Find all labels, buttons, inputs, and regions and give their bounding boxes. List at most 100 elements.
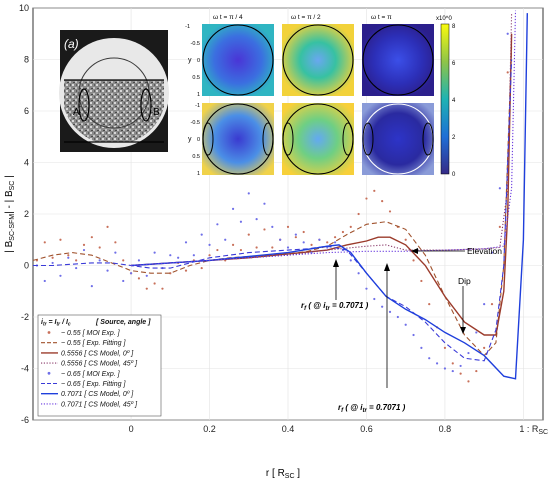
y-tick-label-4: 2	[24, 209, 29, 219]
series-4-point-4	[67, 256, 70, 259]
series-4-point-26	[239, 220, 243, 223]
series-6-line	[131, 13, 528, 380]
series-4-point-41	[357, 272, 360, 275]
series-4-point-48	[412, 333, 415, 337]
series-4-point-2	[51, 261, 54, 265]
series-0-point-21	[200, 266, 203, 270]
series-5-line	[33, 59, 513, 362]
series-0-point-13	[137, 277, 141, 280]
series-0-point-19	[184, 269, 188, 272]
legend: itr = Itr / Ic [ Source, angle ] ~ 0.55 …	[37, 314, 162, 417]
series-0-point-57	[483, 346, 486, 349]
series-4-point-22	[208, 243, 211, 246]
map-ytick-top-0: -1	[185, 24, 190, 30]
rf2-r: r	[338, 403, 342, 412]
series-0-point-32	[286, 225, 290, 228]
y-label-p2: | - | B	[4, 190, 15, 214]
series-0-point-35	[310, 243, 313, 246]
x-tick-label-5: 1 : RSC	[519, 424, 548, 436]
series-0-point-48	[412, 259, 415, 262]
series-0-point-3	[59, 238, 62, 241]
series-4-point-51	[435, 362, 439, 365]
series-0-point-43	[373, 189, 376, 192]
colorbar-tick-2: 2	[452, 135, 456, 141]
series-4-point-46	[396, 315, 399, 319]
series-0-point-25	[231, 243, 235, 246]
series-0-point-41	[357, 212, 360, 216]
series-4-point-18	[177, 256, 180, 259]
legend-item-4: ~ 0.65 [ MOI Exp. ]	[47, 371, 121, 378]
annotation-rf-2: rf ( @ itr = 0.7071 )	[338, 263, 406, 414]
inset-maps: ω t = π / 4 ω t = π / 2 ω t = π y -1 -0.…	[185, 14, 456, 178]
map-ytick-top-2: 0	[197, 58, 200, 64]
series-4-point-58	[490, 251, 494, 254]
series-7	[131, 10, 517, 267]
series-7-line	[131, 10, 517, 267]
legend-formula-a: i	[41, 319, 44, 326]
y-tick-label-0: -6	[21, 415, 29, 425]
map-pi-top	[362, 24, 434, 96]
y-tick-label-1: -4	[21, 364, 29, 374]
series-4-point-57	[483, 303, 486, 306]
legend-formula-a-sub: tr	[43, 322, 48, 328]
series-4-point-42	[365, 287, 368, 290]
series-0-point-37	[326, 241, 329, 244]
legend-item-1: ~ 0.55 [ Exp. Fitting ]	[41, 340, 126, 347]
legend-formula-b: = I	[47, 319, 58, 326]
series-0-point-56	[475, 369, 478, 373]
series-group	[33, 10, 528, 383]
annotation-elevation: Elevation	[411, 246, 502, 256]
legend-label-7: 0.7071 [ CS Model, 45º ]	[61, 401, 138, 408]
legend-item-6: 0.7071 [ CS Model, 0º ]	[41, 391, 134, 398]
series-4-point-30	[271, 225, 274, 228]
inset-photo-region-a: A	[73, 107, 80, 118]
series-4-point-38	[333, 241, 337, 244]
series-0-point-34	[302, 230, 305, 234]
series-4-point-49	[420, 346, 423, 349]
legend-marker-4	[47, 371, 51, 375]
y-label-p1: SC-SFM	[9, 214, 16, 241]
annotation-dip-label: Dip	[458, 276, 471, 286]
series-4-point-54	[459, 364, 462, 368]
series-4-point-23	[216, 223, 219, 226]
series-4-point-10	[114, 251, 117, 254]
legend-label-6: 0.7071 [ CS Model, 0º ]	[61, 391, 134, 398]
series-4-point-20	[192, 254, 195, 257]
legend-item-7: 0.7071 [ CS Model, 45º ]	[41, 401, 138, 408]
legend-label-0: ~ 0.55 [ MOI Exp. ]	[61, 330, 121, 337]
y-tick-label-3: 0	[24, 261, 29, 271]
series-4-point-8	[98, 259, 101, 262]
series-4-point-32	[286, 246, 290, 249]
series-0-point-22	[208, 254, 211, 257]
series-0-point-8	[98, 246, 101, 249]
legend-label-4: ~ 0.65 [ MOI Exp. ]	[61, 371, 121, 378]
y-tick-label-5: 4	[24, 158, 29, 168]
y-tick-label-2: -2	[21, 312, 29, 322]
map-pi4-bottom	[202, 103, 274, 175]
series-0-point-60	[506, 71, 509, 74]
y-tick-label-8: 10	[19, 3, 29, 13]
series-0-point-54	[459, 372, 462, 375]
series-4-point-56	[475, 331, 478, 334]
series-4-point-33	[294, 233, 297, 236]
series-4-point-12	[129, 272, 133, 275]
series-0-point-14	[145, 287, 148, 290]
legend-formula-c-sub: c	[68, 322, 71, 328]
x-axis-label-main: r [ R	[266, 468, 285, 479]
map-title-3: ω t = π	[371, 14, 392, 21]
series-0-point-49	[420, 279, 423, 283]
series-4-point-34	[302, 241, 305, 244]
legend-label-3: 0.5556 [ CS Model, 45º ]	[61, 361, 138, 368]
series-4-point-53	[451, 369, 454, 373]
x-tick-label-1: 0.2	[203, 424, 216, 434]
series-0-point-23	[216, 248, 219, 252]
series-4-point-6	[82, 248, 86, 252]
series-4-point-36	[318, 238, 321, 241]
series-4-point-24	[224, 238, 227, 241]
series-0-point-1	[43, 241, 46, 244]
series-0-point-39	[341, 230, 345, 234]
colorbar-exponent: x10^0	[436, 16, 452, 22]
y-tick-label-6: 6	[24, 106, 29, 116]
